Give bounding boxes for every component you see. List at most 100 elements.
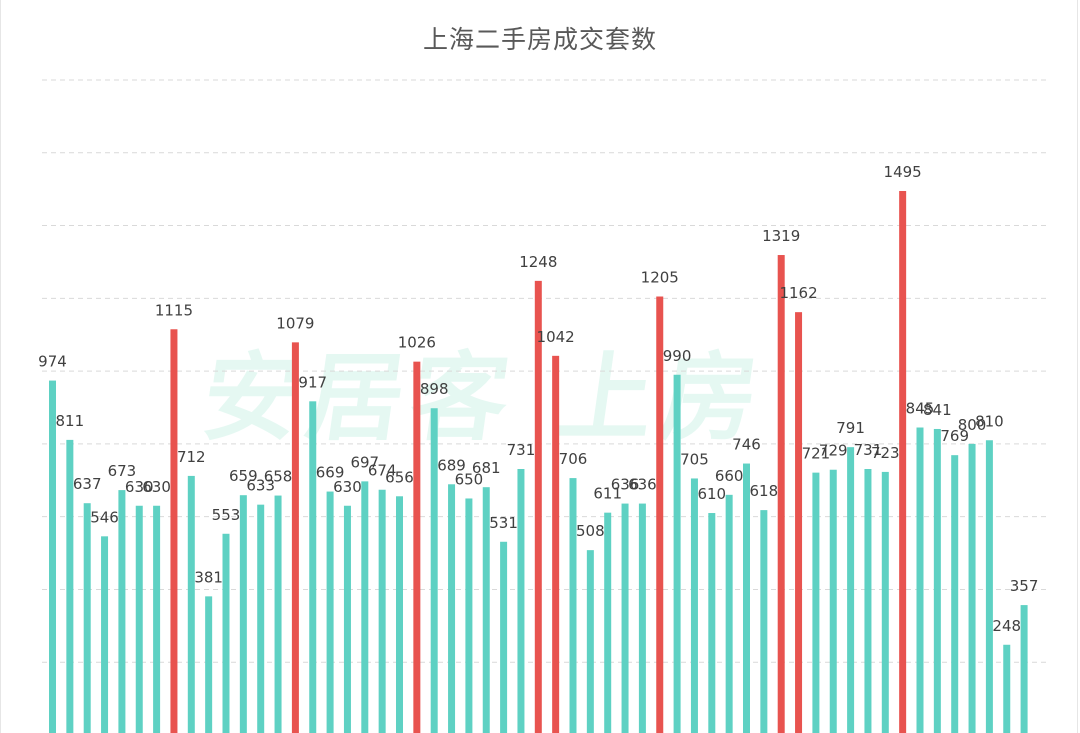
bar [66,439,74,733]
bar [847,447,855,733]
data-label: 553 [212,506,241,524]
data-label: 531 [489,514,518,532]
data-label: 721 [802,445,831,463]
bar [170,329,178,733]
data-label: 637 [73,475,102,493]
bar [534,280,542,733]
data-label: 845 [906,400,935,418]
data-label: 898 [420,380,449,398]
data-label: 674 [368,462,397,480]
data-label: 917 [298,373,327,391]
data-label: 1248 [519,253,557,271]
data-label: 697 [350,453,379,471]
data-label: 729 [819,442,848,460]
data-label: 746 [732,436,761,454]
bar [309,401,317,733]
data-label: 611 [593,485,622,503]
bar [448,484,456,733]
data-label: 1042 [537,328,575,346]
bar [378,489,386,733]
data-label: 508 [576,522,605,540]
bar [899,190,907,733]
data-label: 248 [992,617,1021,635]
bar [569,478,577,733]
bar [968,443,976,733]
data-label: 1162 [779,284,817,302]
data-label: 723 [871,444,900,462]
data-label: 659 [229,467,258,485]
bar [656,296,664,733]
data-label: 974 [38,353,67,371]
bar [1020,605,1028,733]
bar [326,491,334,733]
data-label: 1495 [884,163,922,181]
data-label: 791 [836,419,865,437]
bar [864,469,872,733]
data-label: 357 [1010,577,1039,595]
data-label: 636 [628,476,657,494]
bar [985,440,993,733]
data-label: 712 [177,448,206,466]
data-label: 689 [437,456,466,474]
bar [795,312,803,733]
bar [725,494,733,733]
bar [413,361,421,733]
data-label: 706 [559,450,588,468]
bar [604,512,612,733]
bar [465,498,473,733]
data-label: 673 [108,462,137,480]
bar [205,596,213,733]
data-label: 1205 [641,269,679,287]
data-label: 650 [455,470,484,488]
data-label: 381 [194,568,223,586]
bar [274,495,282,733]
data-label: 618 [750,482,779,500]
data-label: 681 [472,459,501,477]
data-label: 633 [246,477,275,495]
data-label: 1319 [762,227,800,245]
data-label: 1079 [276,314,314,332]
bar [343,505,351,733]
bar [708,513,716,733]
data-label: 669 [316,464,345,482]
data-label: 660 [715,467,744,485]
data-label: 810 [975,412,1004,430]
data-label: 630 [125,478,154,496]
bar [101,536,109,733]
bar [83,503,91,733]
bar [812,472,820,733]
data-label: 841 [923,401,952,419]
bar [239,495,247,733]
bar [187,475,195,733]
bar [257,504,265,733]
bar [951,455,959,733]
bar [517,469,525,733]
data-label: 658 [264,468,293,486]
data-label: 546 [90,508,119,526]
bar [135,505,143,733]
data-label: 1026 [398,334,436,352]
data-label: 811 [56,412,85,430]
bar [49,380,56,733]
bar [916,427,924,733]
bar [760,510,768,733]
data-label: 800 [958,416,987,434]
bar [222,533,230,733]
bar [430,408,438,733]
data-label: 636 [611,476,640,494]
bar [153,505,161,733]
data-label: 731 [507,441,536,459]
bar [829,469,837,733]
bar [500,541,508,733]
data-label: 769 [940,427,969,445]
bar [482,487,490,733]
bar [638,503,646,733]
bar [777,255,785,733]
data-label: 731 [854,441,883,459]
data-label: 630 [142,478,171,496]
data-label: 705 [680,450,709,468]
chart-title: 上海二手房成交套数 [422,25,657,54]
bar [291,342,299,733]
